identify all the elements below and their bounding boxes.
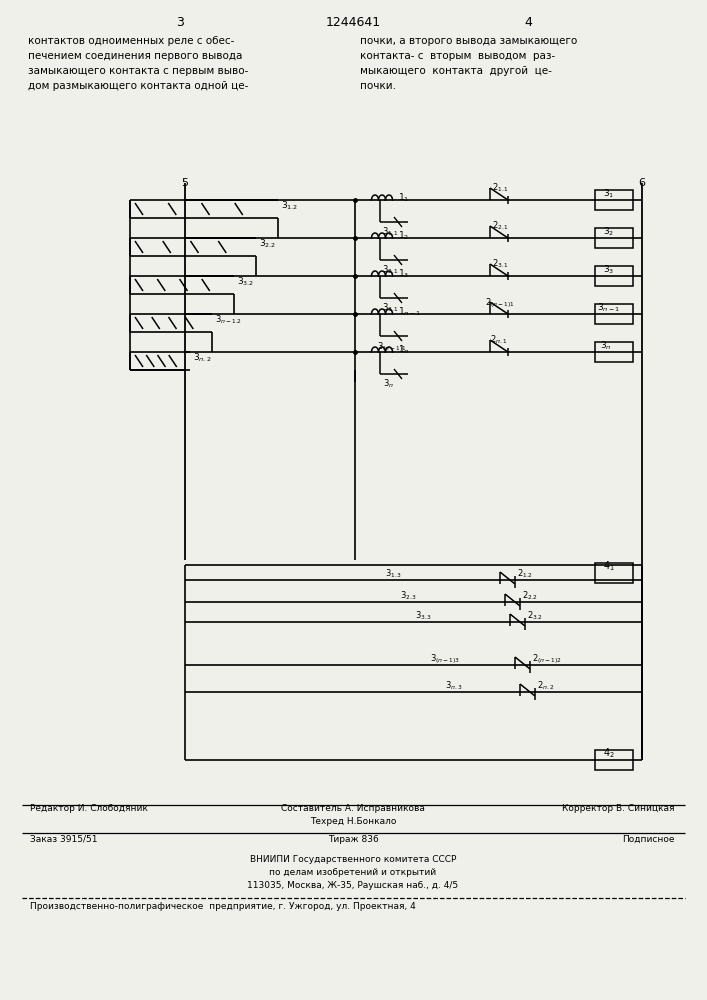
Text: $3_{п-1.2}$: $3_{п-1.2}$ <box>215 313 242 326</box>
Text: $3_{п.3}$: $3_{п.3}$ <box>445 679 462 692</box>
Text: $4_2$: $4_2$ <box>603 746 615 760</box>
Text: $1_1$: $1_1$ <box>398 191 409 204</box>
Text: почки.: почки. <box>360 81 396 91</box>
Text: мыкающего  контакта  другой  це-: мыкающего контакта другой це- <box>360 66 552 76</box>
Text: Техред Н.Бонкало: Техред Н.Бонкало <box>310 817 396 826</box>
Bar <box>595 750 633 770</box>
Text: $3_{1.2}$: $3_{1.2}$ <box>281 199 298 212</box>
Text: Составитель А. Исправникова: Составитель А. Исправникова <box>281 804 425 813</box>
Text: $2_{п.1}$: $2_{п.1}$ <box>490 334 508 347</box>
Bar <box>595 563 633 583</box>
Bar <box>595 190 633 210</box>
Text: $3_{(п-1)3}$: $3_{(п-1)3}$ <box>430 652 460 666</box>
Text: $2_{(п-1)2}$: $2_{(п-1)2}$ <box>532 652 562 666</box>
Text: $3_п$: $3_п$ <box>600 339 612 352</box>
Text: $2_{3.1}$: $2_{3.1}$ <box>492 258 508 270</box>
Bar <box>595 304 633 324</box>
Text: $3_{1.3}$: $3_{1.3}$ <box>385 567 402 580</box>
Text: $2_{1.1}$: $2_{1.1}$ <box>492 182 508 194</box>
Bar <box>595 342 633 362</box>
Text: $4_1$: $4_1$ <box>603 559 615 573</box>
Text: $3_{п-1}$: $3_{п-1}$ <box>597 301 620 314</box>
Text: $1_{п-1}$: $1_{п-1}$ <box>398 305 421 318</box>
Text: $3_3$: $3_3$ <box>603 263 614 275</box>
Text: $3_{2.3}$: $3_{2.3}$ <box>400 589 416 601</box>
Text: $1_2$: $1_2$ <box>398 229 409 241</box>
Text: $2_{п.2}$: $2_{п.2}$ <box>537 679 554 692</box>
Text: $2_{2.1}$: $2_{2.1}$ <box>492 220 508 232</box>
Text: контактов одноименных реле с обес-: контактов одноименных реле с обес- <box>28 36 235 46</box>
Text: по делам изобретений и открытий: по делам изобретений и открытий <box>269 868 436 877</box>
Text: Заказ 3915/51: Заказ 3915/51 <box>30 835 98 844</box>
Text: ВНИИПИ Государственного комитета СССР: ВНИИПИ Государственного комитета СССР <box>250 855 456 864</box>
Text: контакта- с  вторым  выводом  раз-: контакта- с вторым выводом раз- <box>360 51 555 61</box>
Text: $3_{2.1}$: $3_{2.1}$ <box>382 264 398 276</box>
Text: $3_{3.3}$: $3_{3.3}$ <box>415 609 431 621</box>
Text: Подписное: Подписное <box>622 835 675 844</box>
Text: $1_п$: $1_п$ <box>398 343 410 356</box>
Text: $3_п$: $3_п$ <box>383 378 394 390</box>
Text: $2_{(п-1)1}$: $2_{(п-1)1}$ <box>485 296 515 310</box>
Text: почки, а второго вывода замыкающего: почки, а второго вывода замыкающего <box>360 36 577 46</box>
Text: 3: 3 <box>176 16 184 29</box>
Text: 1244641: 1244641 <box>325 16 380 29</box>
Text: дом размыкающего контакта одной це-: дом размыкающего контакта одной це- <box>28 81 248 91</box>
Text: $1_3$: $1_3$ <box>398 267 409 279</box>
Bar <box>595 266 633 286</box>
Text: $2_{3.2}$: $2_{3.2}$ <box>527 609 543 621</box>
Text: $2_{1.2}$: $2_{1.2}$ <box>517 567 533 580</box>
Text: 6: 6 <box>638 178 645 188</box>
Text: печением соединения первого вывода: печением соединения первого вывода <box>28 51 243 61</box>
Text: 113035, Москва, Ж-35, Раушская наб., д. 4/5: 113035, Москва, Ж-35, Раушская наб., д. … <box>247 881 459 890</box>
Text: $3_{1.1}$: $3_{1.1}$ <box>382 226 398 238</box>
Text: Корректор В. Синицкая: Корректор В. Синицкая <box>563 804 675 813</box>
Text: $2_{2.2}$: $2_{2.2}$ <box>522 589 538 601</box>
Text: Редактор И. Слободяник: Редактор И. Слободяник <box>30 804 148 813</box>
Bar <box>595 228 633 248</box>
Text: 4: 4 <box>524 16 532 29</box>
Text: $3_{3.2}$: $3_{3.2}$ <box>237 275 254 288</box>
Text: $3_{(п-1)1}$: $3_{(п-1)1}$ <box>377 340 407 354</box>
Text: $3_1$: $3_1$ <box>603 187 614 200</box>
Text: Производственно-полиграфическое  предприятие, г. Ужгород, ул. Проектная, 4: Производственно-полиграфическое предприя… <box>30 902 416 911</box>
Text: Тираж 836: Тираж 836 <box>327 835 378 844</box>
Text: $3_{3.1}$: $3_{3.1}$ <box>382 302 398 314</box>
Text: $3_2$: $3_2$ <box>603 225 614 237</box>
Text: 5: 5 <box>182 178 189 188</box>
Text: $3_{2.2}$: $3_{2.2}$ <box>259 237 276 249</box>
Text: замыкающего контакта с первым выво-: замыкающего контакта с первым выво- <box>28 66 248 76</box>
Text: $3_{п.2}$: $3_{п.2}$ <box>193 351 211 363</box>
